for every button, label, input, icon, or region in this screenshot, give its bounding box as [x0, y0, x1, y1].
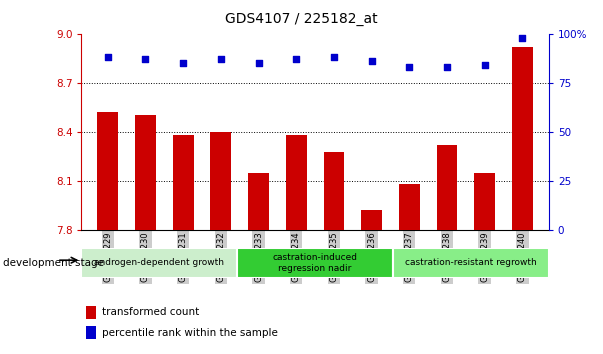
Bar: [399, 184, 420, 230]
Point: [367, 58, 376, 64]
Bar: [361, 211, 382, 230]
Text: percentile rank within the sample: percentile rank within the sample: [103, 328, 279, 338]
Point: [517, 35, 527, 40]
Bar: [512, 47, 532, 230]
Bar: [248, 173, 269, 230]
Bar: [286, 135, 306, 230]
Bar: [475, 173, 495, 230]
Text: GDS4107 / 225182_at: GDS4107 / 225182_at: [225, 12, 378, 27]
Bar: [86, 306, 96, 319]
Point: [291, 56, 301, 62]
Text: transformed count: transformed count: [103, 307, 200, 318]
Text: castration-resistant regrowth: castration-resistant regrowth: [405, 258, 537, 267]
Text: development stage: development stage: [3, 258, 104, 268]
Bar: [98, 112, 118, 230]
Bar: [237, 248, 393, 278]
Bar: [437, 145, 457, 230]
Bar: [324, 152, 344, 230]
Point: [442, 64, 452, 70]
Point: [480, 62, 490, 68]
Point: [254, 60, 264, 66]
Bar: [135, 115, 156, 230]
Point: [140, 56, 150, 62]
Bar: [173, 135, 194, 230]
Bar: [393, 248, 549, 278]
Point: [103, 55, 113, 60]
Point: [405, 64, 414, 70]
Text: androgen-dependent growth: androgen-dependent growth: [94, 258, 224, 267]
Bar: [210, 132, 231, 230]
Bar: [81, 248, 237, 278]
Bar: [86, 326, 96, 339]
Text: castration-induced
regression nadir: castration-induced regression nadir: [273, 253, 358, 273]
Point: [216, 56, 226, 62]
Point: [178, 60, 188, 66]
Point: [329, 55, 339, 60]
